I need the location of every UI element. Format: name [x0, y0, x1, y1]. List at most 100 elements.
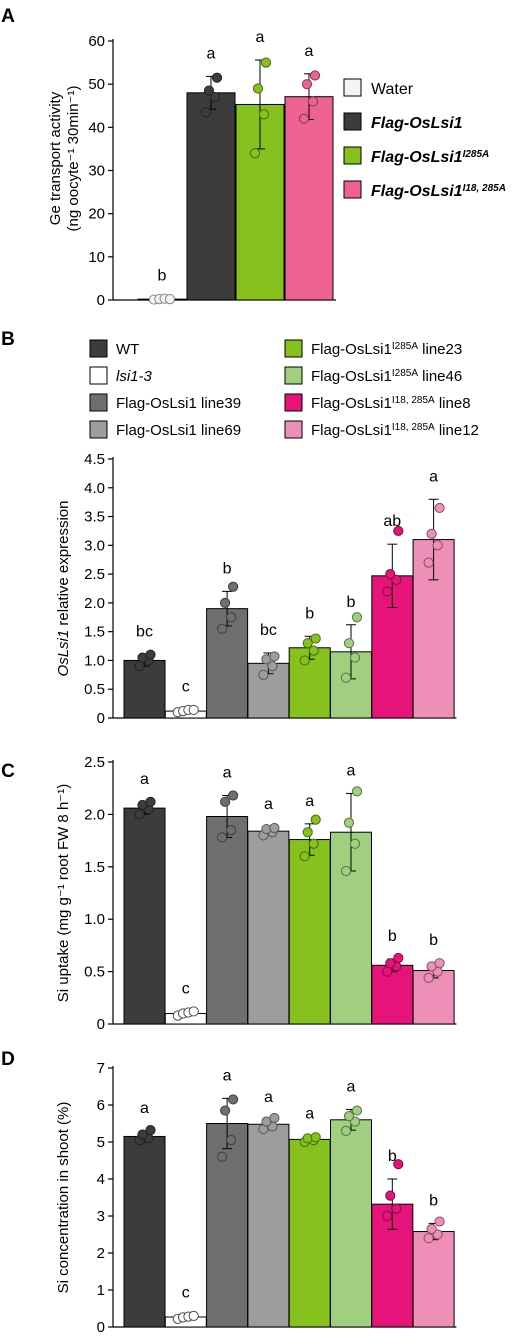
data-point	[385, 569, 396, 580]
significance-label: b	[347, 594, 356, 611]
data-point	[426, 528, 437, 539]
y-tick-label: 0	[97, 1319, 105, 1336]
significance-label: a	[264, 1089, 273, 1106]
significance-label: a	[140, 1100, 149, 1117]
y-tick-label: 4.5	[84, 451, 105, 468]
data-point	[308, 645, 319, 656]
legend-swatch	[89, 339, 108, 358]
legend-swatch	[343, 112, 362, 131]
legend-label-main: Flag-OsLsi1	[371, 115, 463, 132]
legend-label-tail: line23	[418, 341, 462, 358]
significance-label: a	[223, 1067, 232, 1084]
bar	[206, 608, 249, 719]
bar	[247, 1123, 290, 1328]
bar	[412, 970, 455, 1025]
data-point	[209, 92, 221, 103]
bar	[412, 1231, 455, 1328]
data-point	[382, 966, 393, 977]
data-point	[307, 96, 319, 107]
significance-label: c	[182, 1285, 190, 1302]
legend-label-sup: I18, 285A	[463, 183, 506, 194]
bar	[284, 96, 334, 301]
y-tick-label: 1	[97, 1282, 105, 1299]
significance-label: a	[305, 43, 314, 60]
data-point	[382, 1210, 393, 1222]
data-point	[249, 148, 261, 159]
legend-label-sup: I18, 285A	[392, 395, 435, 406]
y-axis-label-gene: OsLsi1	[55, 630, 72, 677]
data-point	[134, 809, 145, 820]
y-tick-label: 5	[97, 1134, 105, 1151]
legend-label-main: Flag-OsLsi1 line39	[116, 395, 241, 412]
significance-label: b	[429, 1192, 438, 1209]
y-axis-label: OsLsi1 relative expression	[55, 501, 72, 677]
data-point	[393, 952, 404, 964]
data-point	[145, 649, 156, 660]
legend-label: WT	[116, 341, 139, 358]
legend-label-main: Flag-OsLsi1	[371, 149, 463, 166]
y-tick-label: 1.0	[84, 652, 105, 669]
y-tick-label: 1.0	[84, 911, 105, 928]
data-point	[393, 1159, 404, 1170]
data-point	[217, 623, 228, 634]
legend-label: Flag-OsLsi1I285A line23	[311, 341, 462, 359]
legend-label: Flag-OsLsi1 line39	[116, 395, 241, 412]
data-point	[267, 661, 278, 672]
legend-label-main: Flag-OsLsi1	[311, 422, 392, 439]
legend-label: Flag-OsLsi1	[371, 115, 463, 132]
y-tick-label: 4	[97, 1171, 105, 1188]
legend-swatch	[284, 393, 303, 412]
y-tick-label: 10	[88, 249, 105, 266]
data-point	[351, 786, 363, 797]
significance-label: ab	[383, 513, 401, 530]
data-point	[340, 865, 352, 877]
y-tick-label: 0.5	[84, 681, 105, 698]
legend-label: Flag-OsLsi1I18, 285A line8	[311, 395, 471, 413]
data-point	[432, 540, 443, 551]
significance-label: b	[158, 267, 167, 284]
panel-b: B 0 0.5 1.0 1.5 2.0 2.5 3.0 3.5 4.0 4.5 OsLsi1 rela…	[1, 329, 479, 727]
legend-label: Flag-OsLsi1I18, 285A line12	[311, 422, 479, 440]
data-point	[343, 817, 355, 828]
significance-label: c	[182, 678, 190, 695]
data-point	[298, 113, 310, 124]
legend-label-main: Flag-OsLsi1	[311, 341, 392, 358]
data-point	[269, 651, 280, 662]
data-point	[308, 838, 319, 849]
significance-label: a	[256, 29, 265, 46]
y-tick-label: 0.5	[84, 964, 105, 981]
data-point	[310, 633, 321, 644]
bar	[330, 1119, 372, 1328]
significance-label: a	[207, 45, 216, 62]
legend-label: lsi1-3	[116, 368, 153, 385]
data-point	[382, 586, 393, 597]
y-axis-label: Si uptake (mg g⁻¹ root FW 8 h⁻¹)	[55, 784, 72, 1002]
y-tick-label: 2.5	[84, 566, 105, 583]
data-point	[310, 814, 321, 825]
legend-label-tail: line46	[418, 368, 462, 385]
bar	[123, 1135, 166, 1328]
data-point	[134, 661, 145, 672]
data-point	[434, 502, 445, 514]
data-point	[188, 1006, 199, 1017]
legend-swatch	[343, 78, 362, 97]
data-point	[343, 1111, 355, 1122]
legend-label-sup: I285A	[392, 341, 418, 352]
data-point	[188, 704, 199, 716]
data-point	[164, 294, 175, 305]
legend-swatch	[284, 366, 303, 385]
significance-label: b	[305, 605, 314, 622]
data-point	[340, 1125, 352, 1137]
data-point	[188, 1310, 199, 1322]
panel-c: C 0 0.5 1.0 1.5 2.0 2.5 Si uptake (mg g⁻¹ root …	[1, 754, 457, 1033]
data-point	[200, 107, 212, 118]
legend-label-main: Flag-OsLsi1 line69	[116, 422, 241, 439]
panel-letter-d: D	[1, 1049, 15, 1070]
data-point	[220, 597, 231, 608]
y-axis-label-units: (ng oocyte⁻¹ 30min⁻¹)	[65, 86, 82, 232]
legend-label: Flag-OsLsi1I285A line46	[311, 368, 462, 386]
panel-letter-c: C	[1, 761, 15, 782]
data-point	[302, 827, 313, 838]
data-point	[343, 638, 355, 649]
data-point	[299, 851, 310, 862]
